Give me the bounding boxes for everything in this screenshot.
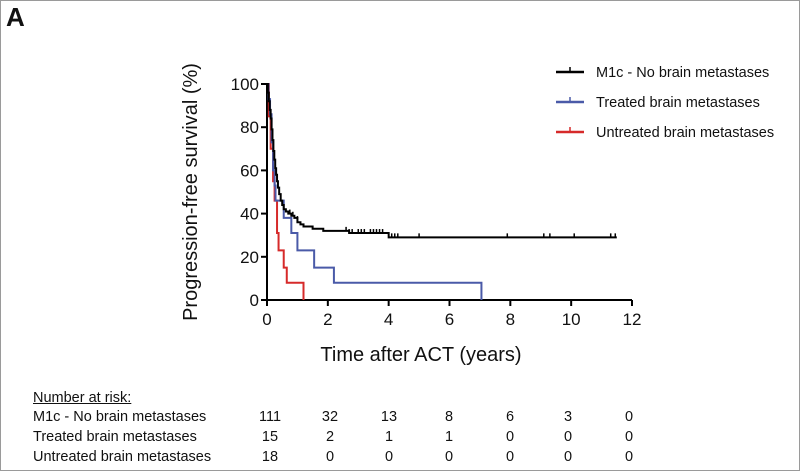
curve-m1c-no-brain-metastases — [266, 83, 617, 239]
risk-row-label: Treated brain metastases — [33, 429, 197, 445]
risk-count: 18 — [261, 449, 279, 465]
x-tick-label: 10 — [562, 310, 581, 329]
y-axis-label: Progression-free survival (%) — [180, 63, 202, 321]
risk-count: 2 — [325, 429, 335, 445]
x-tick-label: 0 — [262, 310, 271, 329]
x-tick-label: 8 — [506, 310, 515, 329]
risk-count: 0 — [624, 429, 634, 445]
risk-count: 0 — [505, 449, 515, 465]
risk-count: 3 — [563, 409, 573, 425]
x-tick-label: 6 — [445, 310, 454, 329]
risk-row-label: Untreated brain metastases — [33, 449, 212, 465]
legend-label: M1c - No brain metastases — [596, 65, 769, 81]
risk-count: 0 — [325, 449, 335, 465]
x-axis-label: Time after ACT (years) — [320, 344, 521, 366]
risk-count: 8 — [444, 409, 454, 425]
risk-count: 0 — [384, 449, 394, 465]
panel-label: A — [6, 2, 25, 32]
risk-count: 0 — [444, 449, 454, 465]
risk-count: 0 — [505, 429, 515, 445]
legend-label: Untreated brain metastases — [596, 125, 774, 141]
legend-item: M1c - No brain metastases — [556, 65, 769, 81]
risk-table-title: Number at risk: — [33, 390, 132, 406]
legend-label: Treated brain metastases — [596, 95, 760, 111]
curve-treated-brain-metastases — [267, 83, 483, 300]
x-tick-label: 12 — [623, 310, 642, 329]
risk-count: 32 — [321, 409, 339, 425]
y-tick-label: 20 — [240, 248, 259, 267]
x-tick-label: 2 — [323, 310, 332, 329]
risk-count: 0 — [563, 449, 573, 465]
y-tick-label: 100 — [231, 75, 259, 94]
axes: 0 20 40 60 80 100 0 2 4 6 8 10 12 — [231, 75, 642, 329]
risk-count: 6 — [505, 409, 515, 425]
legend-item: Untreated brain metastases — [556, 125, 774, 141]
risk-row-label: M1c - No brain metastases — [33, 409, 207, 425]
legend: M1c - No brain metastases Treated brain m… — [556, 65, 774, 141]
risk-count: 111 — [258, 409, 282, 425]
legend-item: Treated brain metastases — [556, 95, 760, 111]
y-tick-label: 80 — [240, 118, 259, 137]
survival-curves — [266, 83, 617, 300]
y-tick-label: 0 — [250, 291, 259, 310]
x-tick-label: 4 — [384, 310, 393, 329]
risk-count: 1 — [384, 429, 394, 445]
risk-count: 0 — [624, 449, 634, 465]
risk-count: 15 — [261, 429, 279, 445]
y-tick-label: 60 — [240, 161, 259, 180]
y-tick-label: 40 — [240, 205, 259, 224]
risk-count: 13 — [380, 409, 398, 425]
risk-count: 1 — [444, 429, 454, 445]
risk-count: 0 — [563, 429, 573, 445]
risk-count: 0 — [624, 409, 634, 425]
